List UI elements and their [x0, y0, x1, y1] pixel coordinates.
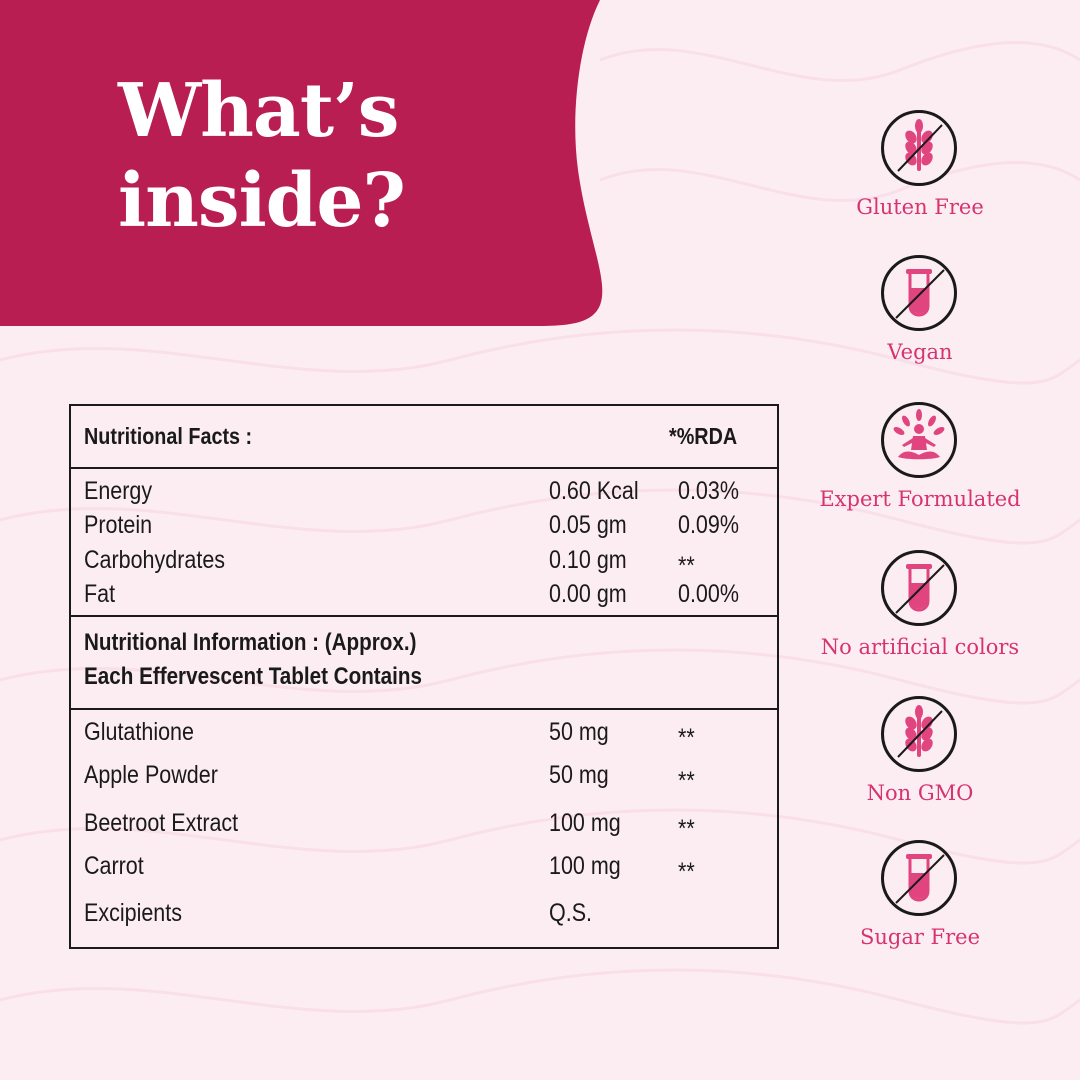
table-row: Carrot 100 mg **: [71, 852, 777, 886]
ingredient-name: Beetroot Extract: [84, 809, 239, 837]
ingredient-rda: **: [678, 858, 695, 886]
ingredient-name: Apple Powder: [84, 761, 218, 789]
ingredient-name: Glutathione: [84, 718, 194, 746]
nutrient-rda: **: [678, 552, 695, 580]
badge-label: Sugar Free: [859, 925, 981, 949]
table-row: Apple Powder 50 mg **: [71, 761, 777, 795]
badge-sugar-free: Sugar Free: [800, 840, 1040, 980]
ingredient-amount: 50 mg: [549, 718, 609, 746]
badge-non-gmo: Non GMO: [800, 696, 1040, 836]
nutrient-rda: 0.09%: [678, 511, 739, 539]
table-row: Excipients Q.S.: [71, 899, 777, 933]
info-heading-line-1: Nutritional Information : (Approx.): [84, 629, 417, 656]
table-row: Energy 0.60 Kcal 0.03%: [71, 477, 777, 511]
ingredient-amount: 100 mg: [549, 809, 621, 837]
test-tube-icon: [895, 564, 945, 614]
wheat-icon: [897, 705, 943, 758]
page-title: What’s inside?: [118, 66, 406, 246]
table-header: Nutritional Facts : *%RDA: [71, 406, 777, 469]
nutritional-information-section: Nutritional Information : (Approx.) Each…: [71, 615, 777, 710]
ingredient-rda: **: [678, 767, 695, 795]
ingredient-rda: **: [678, 724, 695, 752]
nutrition-table: Nutritional Facts : *%RDA Energy 0.60 Kc…: [69, 404, 779, 949]
wheat-icon: [897, 119, 943, 172]
ingredients-section: Glutathione 50 mg ** Apple Powder 50 mg …: [71, 708, 777, 947]
badge-label: Expert Formulated: [819, 487, 1021, 511]
nutrient-amount: 0.60 Kcal: [549, 477, 639, 505]
test-tube-icon: [895, 269, 945, 319]
badge-vegan: Vegan: [800, 255, 1040, 395]
table-row: Protein 0.05 gm 0.09%: [71, 511, 777, 545]
badge-circle: [881, 255, 957, 331]
badge-label: Non GMO: [866, 781, 974, 805]
ingredient-name: Excipients: [84, 899, 182, 927]
table-row: Beetroot Extract 100 mg **: [71, 809, 777, 843]
table-row: Carbohydrates 0.10 gm **: [71, 546, 777, 580]
table-row: Fat 0.00 gm 0.00%: [71, 580, 777, 614]
badge-expert-formulated: Expert Formulated: [800, 402, 1040, 542]
badge-no-artificial-colors: No artificial colors: [800, 550, 1040, 690]
nutrient-amount: 0.05 gm: [549, 511, 627, 539]
ingredient-amount: Q.S.: [549, 899, 593, 927]
meditation-icon: [893, 409, 945, 460]
badge-circle: [881, 840, 957, 916]
ingredient-rda: **: [678, 815, 695, 843]
ingredient-amount: 50 mg: [549, 761, 609, 789]
badge-label: Gluten Free: [856, 195, 984, 219]
headline-banner: [0, 0, 603, 326]
nutrient-amount: 0.00 gm: [549, 580, 627, 608]
nutrient-rda: 0.00%: [678, 580, 739, 608]
badge-circle: [881, 550, 957, 626]
ingredient-amount: 100 mg: [549, 852, 621, 880]
table-row: Glutathione 50 mg **: [71, 718, 777, 752]
nutrient-name: Protein: [84, 511, 153, 539]
badge-circle: [881, 696, 957, 772]
test-tube-icon: [895, 854, 945, 904]
title-line-1: What’s: [118, 68, 399, 154]
badge-label: No artificial colors: [820, 635, 1020, 659]
badge-circle: [881, 402, 957, 478]
nutrient-name: Energy: [84, 477, 153, 505]
nutrient-amount: 0.10 gm: [549, 546, 627, 574]
badge-gluten-free: Gluten Free: [800, 110, 1040, 250]
ingredient-name: Carrot: [84, 852, 144, 880]
nutrient-rda: 0.03%: [678, 477, 739, 505]
badge-circle: [881, 110, 957, 186]
macros-section: Energy 0.60 Kcal 0.03% Protein 0.05 gm 0…: [71, 467, 777, 617]
nutrient-name: Fat: [84, 580, 116, 608]
nutrient-name: Carbohydrates: [84, 546, 226, 574]
info-heading-line-2: Each Effervescent Tablet Contains: [84, 663, 422, 690]
badge-label: Vegan: [887, 340, 953, 364]
rda-heading: *%RDA: [669, 423, 738, 449]
nutrition-facts-heading: Nutritional Facts :: [84, 423, 253, 449]
title-line-2: inside?: [118, 158, 406, 244]
